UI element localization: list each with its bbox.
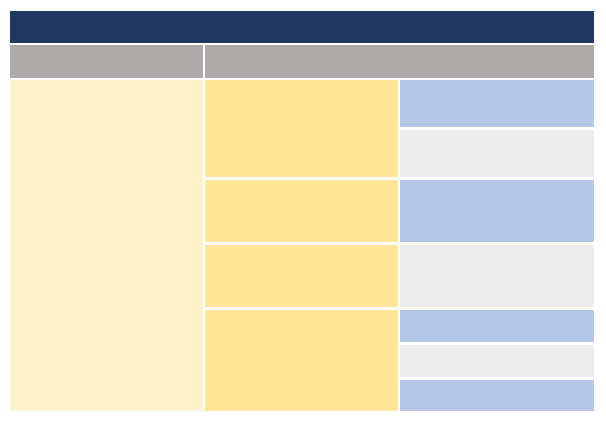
subgroup-cell	[205, 310, 398, 411]
item-cell	[400, 180, 594, 242]
subgroup-cell	[205, 80, 398, 177]
group-cell	[10, 80, 203, 411]
item-cell	[400, 80, 594, 127]
item-cell	[400, 310, 594, 342]
item-cell	[400, 130, 594, 177]
subgroup-cell	[205, 245, 398, 307]
item-cell	[400, 345, 594, 377]
item-cell	[400, 245, 594, 307]
column-header	[205, 45, 594, 78]
item-cell	[400, 380, 594, 411]
column-header	[10, 45, 203, 78]
subgroup-cell	[205, 180, 398, 242]
header-bar	[10, 11, 594, 43]
